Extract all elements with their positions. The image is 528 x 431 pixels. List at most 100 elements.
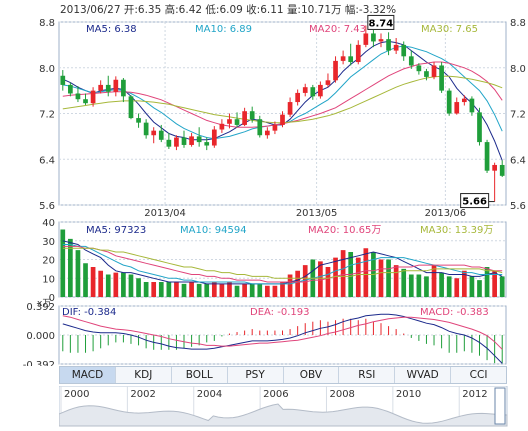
candle-body [189, 136, 194, 145]
candle-body [83, 99, 88, 104]
candle-body [295, 92, 301, 103]
volume-bar [461, 270, 467, 297]
timeline-year: 2004 [197, 389, 222, 400]
tab-cci[interactable]: CCI [469, 369, 488, 381]
volume-bar [219, 283, 225, 297]
volume-legend-ma: MA5: 97323 [86, 225, 146, 236]
candle-body [408, 56, 414, 66]
tab-kdj[interactable]: KDJ [116, 367, 172, 383]
candle-body [348, 56, 354, 63]
quote-date: 2013/06/27 [60, 4, 121, 16]
volume-unit: x万 [37, 299, 51, 309]
candle-body [439, 65, 444, 91]
candle-body [257, 119, 263, 136]
candle-body [469, 98, 475, 113]
timeline-year: 2002 [130, 389, 155, 400]
volume-bar [416, 274, 422, 297]
volume-ytick: 40 [42, 218, 55, 229]
candle-body [280, 114, 285, 125]
volume-ma-line [62, 245, 503, 283]
volume-bar [264, 285, 270, 297]
candle-body [75, 93, 81, 100]
volume-bar [189, 282, 194, 297]
volume-panel: 40 30 20 10 0x万 MA5: 97323 MA10: 94594 MA20: 10… [37, 218, 507, 309]
tab-macd[interactable]: MACD [60, 367, 116, 383]
tab-obv[interactable]: OBV [284, 367, 340, 383]
volume-ytick: 10 [42, 274, 55, 285]
volume-bar [105, 274, 111, 297]
price-panel: 8.8 8.8 8.0 8.0 7.2 7.2 6.4 6.4 5.6 5.6 2013/04 201… [39, 14, 526, 219]
volume-bar [378, 259, 384, 297]
candle-body [333, 60, 338, 81]
candle-body [446, 90, 452, 114]
macd-ytick: 0.000 [26, 331, 55, 342]
timeline-year: 2006 [263, 389, 288, 400]
candle-body [492, 164, 497, 171]
price-xtick: 2013/05 [296, 208, 338, 219]
high-marker-box [367, 14, 395, 30]
candle-body [272, 124, 278, 131]
low-marker-box [460, 193, 490, 209]
macd-dif-line [62, 313, 503, 364]
candle-body [128, 96, 134, 119]
tab-boll[interactable]: BOLL [172, 367, 228, 383]
volume-bar [151, 282, 157, 297]
macd-panel: 0.392 0.000 -0.392 DIF: -0.384 DEA: -0.193 MA… [23, 302, 507, 366]
volume-legend-ma: MA30: 13.39万 [420, 225, 493, 236]
candle-body [60, 75, 66, 85]
volume-bar [333, 257, 338, 297]
macd-legend: DEA: -0.193 [250, 307, 309, 318]
low-marker-label: 5.66 [462, 197, 487, 208]
timeline-year: 2010 [396, 389, 421, 400]
quote-open: 开:6.35 [123, 4, 162, 16]
volume-bar [477, 280, 482, 297]
timeline-navigator[interactable]: 2000 2002 2004 2006 2008 2010 2012 [59, 386, 519, 428]
candle-body [386, 39, 391, 51]
candle-body [113, 79, 119, 92]
price-ytick-right: 7.2 [510, 110, 526, 121]
volume-bar [121, 272, 126, 297]
volume-ytick: 20 [42, 256, 55, 267]
tab-psy[interactable]: PSY [228, 367, 284, 383]
price-legend-ma: MA5: 6.38 [86, 24, 137, 35]
timeline-year: 2012 [462, 389, 487, 400]
volume-bar [363, 248, 369, 297]
candle-body [211, 129, 217, 146]
candle-body [166, 139, 172, 147]
indicator-tabs: MACD KDJ BOLL PSY OBV RSI WVAD CCI [59, 366, 507, 384]
volume-bar [454, 278, 460, 297]
macd-legend: DIF: -0.384 [62, 307, 116, 318]
candle-body [90, 90, 96, 104]
volume-bar [280, 282, 285, 297]
volume-bar [295, 270, 301, 297]
volume-bar [272, 285, 278, 297]
candle-body [219, 123, 225, 130]
price-xtick: 2013/04 [144, 208, 186, 219]
price-ytick-right: 6.4 [510, 155, 526, 166]
tab-wvad[interactable]: WVAD [395, 367, 452, 383]
volume-bar [181, 283, 187, 297]
volume-bar [75, 250, 81, 297]
price-legend-ma: MA10: 6.89 [195, 24, 252, 35]
candle-body [227, 119, 232, 124]
candle-body [461, 98, 467, 103]
candle-body [424, 71, 429, 77]
volume-bar [158, 282, 164, 297]
volume-legend-ma: MA20: 10.65万 [308, 225, 381, 236]
candle-body [136, 118, 141, 123]
candle-body [302, 87, 308, 93]
volume-bar [174, 282, 179, 297]
timeline-range-handle [494, 387, 506, 425]
candle-body [416, 65, 422, 72]
volume-bar [136, 278, 141, 297]
tab-rsi[interactable]: RSI [339, 367, 396, 383]
candle-body [143, 122, 149, 136]
volume-bar [469, 276, 475, 297]
volume-bar [439, 272, 444, 297]
candle-body [68, 84, 73, 94]
volume-bar [68, 238, 73, 297]
volume-bar [257, 283, 263, 297]
volume-bar [166, 282, 172, 297]
candle-body [121, 79, 126, 97]
